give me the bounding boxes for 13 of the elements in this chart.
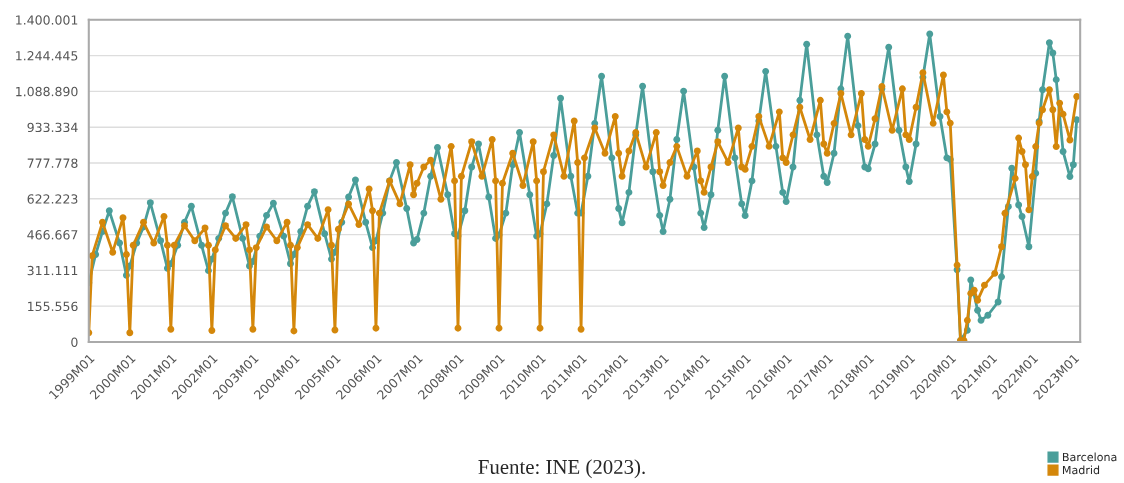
y-tick-label: 622.223 [27,194,78,204]
y-tick-label: 1.088.890 [16,86,78,97]
y-tick-label: 777.778 [27,158,78,168]
y-tick-label: 311.111 [27,265,78,276]
y-tick-label: 155.556 [28,301,78,312]
source-note: Fuente: INE (2023). [478,459,645,479]
legend-label: Barcelona [1062,452,1117,462]
y-tick-label: 0 [71,337,78,347]
y-tick-label: 466.667 [27,230,78,240]
y-tick-label: 1.400.001 [16,15,78,25]
y-tick-label: 1.244.445 [16,51,78,61]
y-tick-label: 933.334 [27,122,78,133]
legend-label: Madrid [1062,465,1100,475]
